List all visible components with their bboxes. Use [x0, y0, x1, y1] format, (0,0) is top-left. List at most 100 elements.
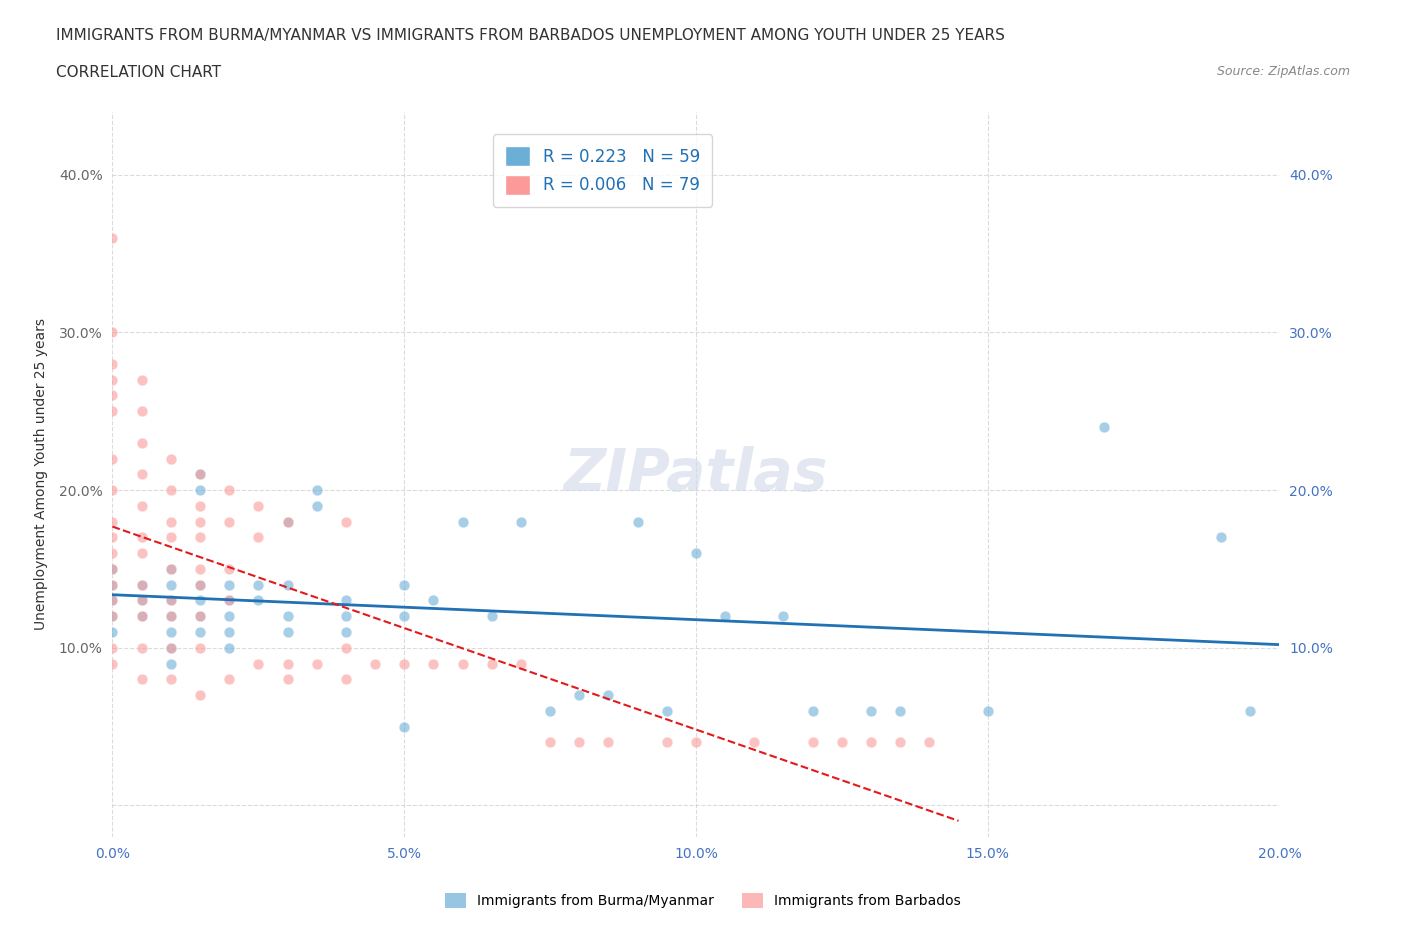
- Point: [160, 578, 183, 592]
- Point: [392, 719, 416, 734]
- Legend: Immigrants from Burma/Myanmar, Immigrants from Barbados: Immigrants from Burma/Myanmar, Immigrant…: [440, 888, 966, 914]
- Point: [160, 656, 183, 671]
- Point: [889, 735, 911, 750]
- Point: [392, 656, 416, 671]
- Point: [188, 641, 211, 656]
- Point: [772, 609, 794, 624]
- Point: [131, 609, 153, 624]
- Point: [568, 735, 591, 750]
- Point: [131, 609, 153, 624]
- Point: [131, 467, 153, 482]
- Point: [101, 530, 124, 545]
- Point: [101, 451, 124, 466]
- Point: [218, 625, 240, 640]
- Point: [188, 498, 211, 513]
- Point: [101, 593, 124, 608]
- Point: [335, 609, 357, 624]
- Point: [509, 514, 531, 529]
- Point: [1092, 419, 1115, 434]
- Point: [160, 593, 183, 608]
- Point: [714, 609, 737, 624]
- Point: [131, 435, 153, 450]
- Text: Source: ZipAtlas.com: Source: ZipAtlas.com: [1216, 65, 1350, 78]
- Point: [538, 735, 561, 750]
- Point: [509, 656, 531, 671]
- Point: [218, 641, 240, 656]
- Point: [131, 404, 153, 418]
- Point: [655, 735, 678, 750]
- Point: [392, 609, 416, 624]
- Text: ZIPatlas: ZIPatlas: [564, 445, 828, 503]
- Point: [364, 656, 387, 671]
- Point: [188, 578, 211, 592]
- Point: [626, 514, 648, 529]
- Point: [538, 703, 561, 718]
- Point: [598, 735, 620, 750]
- Point: [101, 483, 124, 498]
- Point: [276, 656, 298, 671]
- Point: [247, 656, 270, 671]
- Point: [335, 641, 357, 656]
- Point: [131, 578, 153, 592]
- Point: [276, 578, 298, 592]
- Point: [188, 687, 211, 702]
- Point: [101, 372, 124, 387]
- Point: [101, 578, 124, 592]
- Point: [101, 609, 124, 624]
- Point: [160, 451, 183, 466]
- Point: [685, 546, 707, 561]
- Point: [101, 562, 124, 577]
- Point: [160, 609, 183, 624]
- Point: [160, 641, 183, 656]
- Point: [276, 625, 298, 640]
- Point: [188, 467, 211, 482]
- Point: [218, 578, 240, 592]
- Point: [247, 593, 270, 608]
- Point: [160, 530, 183, 545]
- Point: [101, 356, 124, 371]
- Point: [101, 325, 124, 339]
- Text: CORRELATION CHART: CORRELATION CHART: [56, 65, 221, 80]
- Point: [101, 641, 124, 656]
- Point: [101, 514, 124, 529]
- Point: [160, 671, 183, 686]
- Point: [422, 593, 444, 608]
- Point: [101, 388, 124, 403]
- Point: [392, 578, 416, 592]
- Point: [218, 562, 240, 577]
- Point: [218, 483, 240, 498]
- Point: [801, 703, 824, 718]
- Point: [131, 671, 153, 686]
- Point: [568, 687, 591, 702]
- Point: [218, 593, 240, 608]
- Point: [481, 656, 503, 671]
- Point: [655, 703, 678, 718]
- Point: [188, 562, 211, 577]
- Point: [160, 562, 183, 577]
- Point: [101, 609, 124, 624]
- Point: [1209, 530, 1232, 545]
- Point: [859, 735, 883, 750]
- Point: [131, 593, 153, 608]
- Point: [160, 609, 183, 624]
- Point: [218, 609, 240, 624]
- Point: [131, 593, 153, 608]
- Point: [188, 467, 211, 482]
- Point: [101, 546, 124, 561]
- Point: [131, 498, 153, 513]
- Point: [305, 483, 328, 498]
- Point: [598, 687, 620, 702]
- Point: [218, 671, 240, 686]
- Point: [188, 514, 211, 529]
- Point: [335, 514, 357, 529]
- Y-axis label: Unemployment Among Youth under 25 years: Unemployment Among Youth under 25 years: [34, 318, 48, 631]
- Point: [160, 562, 183, 577]
- Point: [335, 671, 357, 686]
- Point: [685, 735, 707, 750]
- Legend: R = 0.223   N = 59, R = 0.006   N = 79: R = 0.223 N = 59, R = 0.006 N = 79: [494, 135, 711, 206]
- Point: [160, 483, 183, 498]
- Point: [131, 546, 153, 561]
- Point: [101, 593, 124, 608]
- Point: [335, 593, 357, 608]
- Point: [889, 703, 911, 718]
